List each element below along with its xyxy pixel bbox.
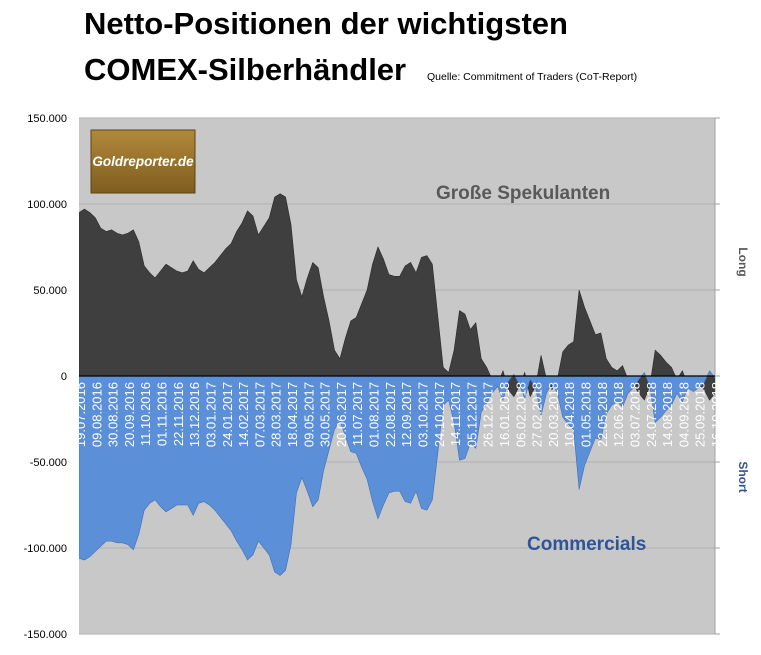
annotation-commercials: Commercials — [527, 534, 646, 555]
x-tick-label: 25.09.2018 — [693, 382, 708, 447]
x-tick-label: 09.08.2016 — [89, 382, 104, 447]
y-tick-label: 150.000 — [27, 113, 67, 125]
x-tick-label: 30.05.2017 — [318, 382, 333, 447]
right-axis-label-short: Short — [736, 461, 750, 492]
x-tick-label: 11.07.2017 — [350, 382, 365, 446]
x-tick-label: 01.11.2016 — [155, 382, 170, 446]
series-area-commercials — [79, 370, 715, 576]
annotation-speculators: Große Spekulanten — [436, 183, 610, 204]
x-tick-label: 16.10.2018 — [709, 382, 724, 447]
x-tick-label: 16.01.2018 — [497, 382, 512, 447]
x-tick-label: 03.10.2017 — [416, 382, 431, 447]
chart-title-line1: Netto-Positionen der wichtigsten — [84, 6, 568, 41]
x-tick-label: 10.04.2018 — [562, 382, 577, 447]
x-tick-label: 20.09.2016 — [122, 382, 137, 447]
y-tick-label: 0 — [61, 371, 67, 383]
x-tick-label: 26.12.2017 — [481, 382, 496, 447]
x-tick-label: 05.12.2017 — [464, 382, 479, 447]
x-tick-label: 12.06.2018 — [611, 382, 626, 447]
y-tick-label: -50.000 — [30, 457, 67, 469]
right-axis-label-long: Long — [736, 247, 750, 276]
x-tick-label: 03.01.2017 — [204, 382, 219, 447]
x-tick-label: 13.12.2016 — [187, 382, 202, 447]
x-tick-label: 22.08.2017 — [383, 382, 398, 447]
x-tick-label: 09.05.2017 — [301, 382, 316, 447]
x-tick-label: 14.11.2017 — [448, 382, 463, 446]
y-tick-label: -100.000 — [24, 543, 67, 555]
x-tick-label: 24.10.2017 — [432, 382, 447, 447]
x-tick-label: 06.11.2018 — [725, 382, 740, 446]
x-tick-label: 12.09.2017 — [399, 382, 414, 447]
x-tick-label: 27.02.2018 — [530, 382, 545, 447]
y-axis-tick-labels: 150.000 100.000 50.000 0 -50.000 -100.000 -150… — [24, 113, 67, 641]
x-tick-label: 03.07.2018 — [628, 382, 643, 447]
y-tick-label: 100.000 — [27, 199, 67, 211]
y-tick-label: 50.000 — [33, 285, 67, 297]
logo: Goldreporter.de — [90, 129, 196, 194]
x-tick-label: 06.02.2018 — [513, 382, 528, 447]
x-tick-label: 30.08.2016 — [106, 382, 121, 447]
x-tick-label: 19.07.2016 — [73, 382, 88, 447]
logo-plate — [90, 129, 196, 194]
x-tick-label: 22.11.2016 — [171, 382, 186, 446]
x-tick-label: 20.03.2018 — [546, 382, 561, 447]
y-tick-label: -150.000 — [24, 629, 67, 641]
x-tick-label: 24.07.2018 — [644, 382, 659, 447]
x-tick-label: 07.03.2017 — [252, 382, 267, 447]
chart-title-line2: COMEX-Silberhändler — [84, 52, 407, 87]
x-tick-label: 14.02.2017 — [236, 382, 251, 447]
x-tick-label: 24.01.2017 — [220, 382, 235, 447]
logo-text: Goldreporter.de — [92, 154, 194, 169]
x-tick-label: 22.05.2018 — [595, 382, 610, 447]
series-area-speculators — [79, 193, 715, 401]
x-tick-label: 11.10.2016 — [138, 382, 153, 446]
x-axis-tick-labels: 19.07.2016 09.08.2016 30.08.2016 20.09.2016… — [73, 382, 740, 447]
x-tick-label: 04.09.2018 — [676, 382, 691, 447]
x-tick-label: 28.03.2017 — [269, 382, 284, 447]
x-tick-label: 18.04.2017 — [285, 382, 300, 447]
x-tick-label: 01.08.2017 — [367, 382, 382, 447]
x-tick-label: 14.08.2018 — [660, 382, 675, 447]
source-note: Quelle: Commitment of Traders (CoT-Repor… — [427, 71, 638, 83]
x-tick-label: 20.06.2017 — [334, 382, 349, 447]
x-tick-label: 01.05.2018 — [579, 382, 594, 447]
